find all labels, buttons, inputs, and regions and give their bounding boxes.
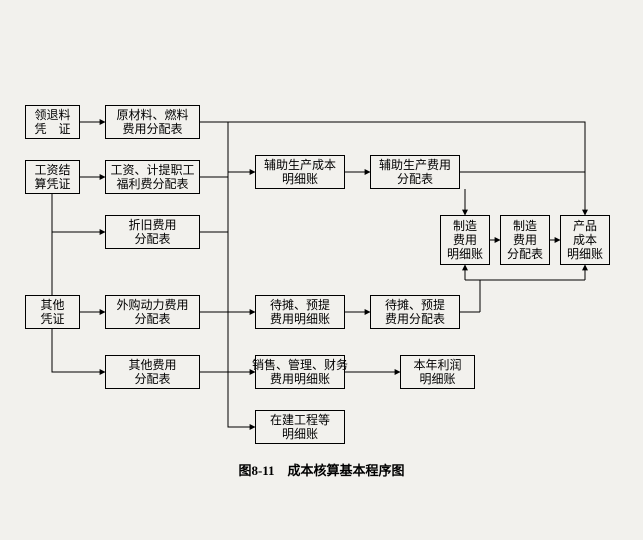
node-text: 领退料: [34, 108, 70, 122]
node-text: 费用明细账: [270, 312, 330, 326]
node-b5: 其他费用分配表: [105, 355, 200, 389]
node-text: 明细账: [282, 172, 318, 186]
node-b2: 工资、计提职工福利费分配表: [105, 160, 200, 194]
node-b4: 外购动力费用分配表: [105, 295, 200, 329]
node-text: 其他: [40, 298, 64, 312]
node-text: 分配表: [134, 232, 170, 246]
node-text: 工资、计提职工: [110, 163, 194, 177]
node-e1: 制造费用明细账: [440, 215, 490, 265]
node-text: 明细账: [567, 247, 603, 261]
node-text: 费用分配表: [385, 312, 445, 326]
node-text: 销售、管理、财务: [252, 358, 348, 372]
node-d1: 辅助生产费用分配表: [370, 155, 460, 189]
node-text: 分配表: [134, 372, 170, 386]
node-text: 费用分配表: [122, 122, 182, 136]
node-b3: 折旧费用分配表: [105, 215, 200, 249]
node-text: 福利费分配表: [116, 177, 188, 191]
node-text: 本年利润: [413, 358, 461, 372]
node-text: 制造: [453, 219, 477, 233]
node-text: 产品: [573, 219, 597, 233]
node-text: 外购动力费用: [116, 298, 188, 312]
node-text: 分配表: [134, 312, 170, 326]
flowchart-stage: 图8-11 成本核算基本程序图 领退料凭 证工资结算凭证其他凭证原材料、燃料费用…: [0, 0, 643, 540]
node-e3: 产品成本明细账: [560, 215, 610, 265]
node-text: 凭证: [40, 312, 64, 326]
node-text: 凭 证: [34, 122, 70, 136]
node-text: 辅助生产成本: [264, 158, 336, 172]
node-d2: 待摊、预提费用分配表: [370, 295, 460, 329]
node-c2: 待摊、预提费用明细账: [255, 295, 345, 329]
edge: [52, 329, 105, 372]
node-text: 待摊、预提: [385, 298, 445, 312]
node-text: 在建工程等: [270, 413, 330, 427]
node-text: 明细账: [282, 427, 318, 441]
edge: [52, 194, 105, 232]
node-text: 算凭证: [34, 177, 70, 191]
node-a1: 领退料凭 证: [25, 105, 80, 139]
node-text: 辅助生产费用: [379, 158, 451, 172]
node-text: 工资结: [34, 163, 70, 177]
node-text: 其他费用: [128, 358, 176, 372]
node-d3: 本年利润明细账: [400, 355, 475, 389]
node-a3: 其他凭证: [25, 295, 80, 329]
node-text: 折旧费用: [128, 218, 176, 232]
node-text: 费用明细账: [270, 372, 330, 386]
node-text: 待摊、预提: [270, 298, 330, 312]
node-b1: 原材料、燃料费用分配表: [105, 105, 200, 139]
node-c3: 销售、管理、财务费用明细账: [255, 355, 345, 389]
node-e2: 制造费用分配表: [500, 215, 550, 265]
node-text: 费用: [513, 233, 537, 247]
edge: [228, 122, 255, 427]
node-text: 分配表: [397, 172, 433, 186]
node-c1: 辅助生产成本明细账: [255, 155, 345, 189]
node-text: 制造: [513, 219, 537, 233]
node-a2: 工资结算凭证: [25, 160, 80, 194]
node-text: 明细账: [447, 247, 483, 261]
figure-caption: 图8-11 成本核算基本程序图: [0, 460, 643, 479]
node-c4: 在建工程等明细账: [255, 410, 345, 444]
edges-layer: [0, 0, 643, 540]
node-text: 分配表: [507, 247, 543, 261]
node-text: 原材料、燃料: [116, 108, 188, 122]
node-text: 费用: [453, 233, 477, 247]
node-text: 明细账: [419, 372, 455, 386]
node-text: 成本: [573, 233, 597, 247]
